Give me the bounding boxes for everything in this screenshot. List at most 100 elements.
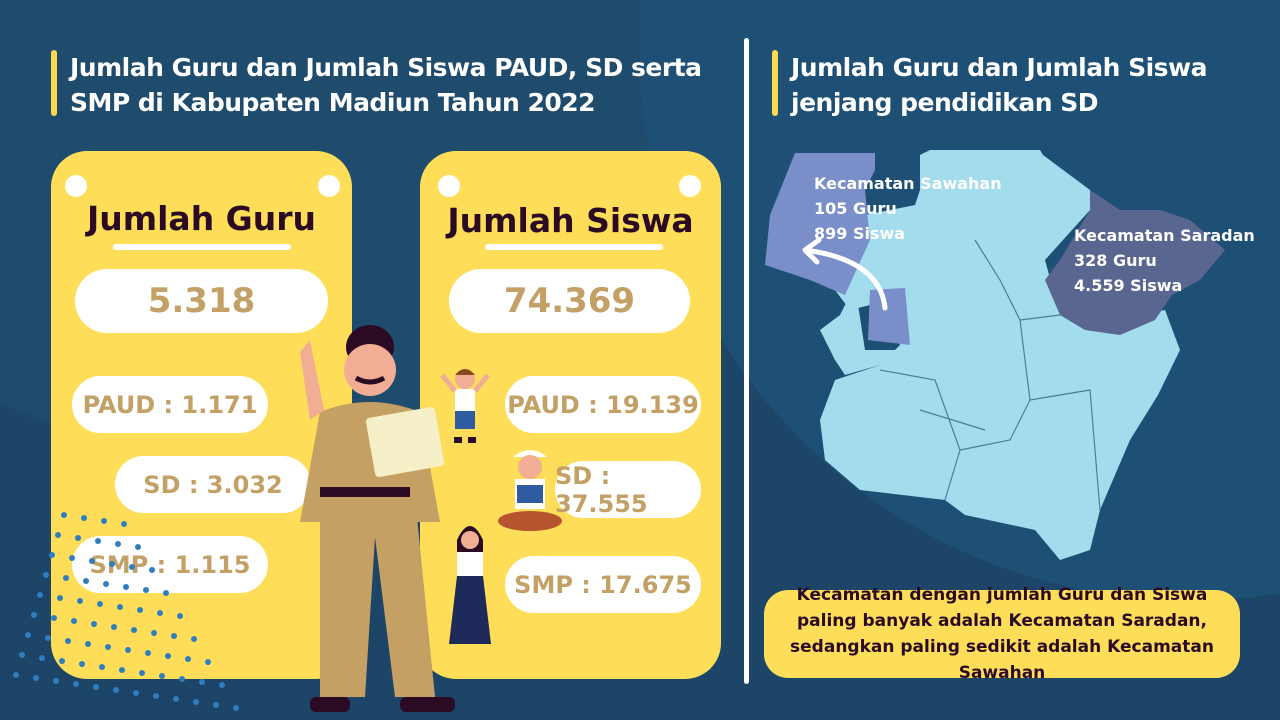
dot xyxy=(63,575,69,581)
dot xyxy=(193,699,199,705)
map-region-west xyxy=(820,285,910,375)
dot xyxy=(233,705,239,711)
dot xyxy=(165,653,171,659)
dot xyxy=(95,538,101,544)
dot xyxy=(65,638,71,644)
saradan-label: Kecamatan Saradan 328 Guru 4.559 Siswa xyxy=(1074,223,1255,298)
dot xyxy=(85,641,91,647)
dot xyxy=(119,667,125,673)
dot xyxy=(151,630,157,636)
dot xyxy=(97,601,103,607)
dot xyxy=(131,627,137,633)
teacher-illustration xyxy=(300,325,455,712)
dot xyxy=(185,656,191,662)
dot xyxy=(75,535,81,541)
dot xyxy=(39,655,45,661)
dot xyxy=(93,684,99,690)
card-hole xyxy=(438,175,460,197)
card-hole xyxy=(65,175,87,197)
dot xyxy=(159,673,165,679)
title-accent xyxy=(772,50,778,116)
dot xyxy=(137,607,143,613)
card-hole xyxy=(679,175,701,197)
guru-card: Jumlah Guru 5.318 PAUD : 1.171 SD : 3.03… xyxy=(51,151,352,679)
dot xyxy=(163,590,169,596)
dot xyxy=(37,592,43,598)
title-accent xyxy=(51,50,57,116)
dot xyxy=(135,544,141,550)
dot xyxy=(123,584,129,590)
right-title: Jumlah Guru dan Jumlah Siswa jenjang pen… xyxy=(791,53,1208,117)
dot xyxy=(143,587,149,593)
dot xyxy=(133,690,139,696)
dot xyxy=(31,612,37,618)
dot xyxy=(149,567,155,573)
dot xyxy=(25,632,31,638)
dot xyxy=(33,675,39,681)
dot-pattern xyxy=(13,512,239,711)
dot xyxy=(115,541,121,547)
dot xyxy=(113,687,119,693)
dot xyxy=(19,652,25,658)
saradan-name: Kecamatan Saradan xyxy=(1074,226,1255,245)
map-region-border xyxy=(879,239,1101,511)
dot xyxy=(179,676,185,682)
sawahan-siswa: 899 Siswa xyxy=(814,224,906,243)
dot xyxy=(51,615,57,621)
saradan-siswa: 4.559 Siswa xyxy=(1074,276,1183,295)
dot xyxy=(45,635,51,641)
dot xyxy=(139,670,145,676)
dot xyxy=(81,515,87,521)
sawahan-guru: 105 Guru xyxy=(814,199,897,218)
dot xyxy=(103,581,109,587)
dot xyxy=(125,647,131,653)
dot xyxy=(13,672,19,678)
dot xyxy=(213,702,219,708)
dot xyxy=(205,659,211,665)
dot xyxy=(91,621,97,627)
sawahan-label: Kecamatan Sawahan 105 Guru 899 Siswa xyxy=(814,171,1002,246)
dot xyxy=(101,518,107,524)
dot xyxy=(49,552,55,558)
dot xyxy=(117,604,123,610)
guru-heading: Jumlah Guru xyxy=(86,199,317,238)
guru-sd: SD : 3.032 xyxy=(115,456,311,513)
dot xyxy=(177,613,183,619)
left-title: Jumlah Guru dan Jumlah Siswa PAUD, SD se… xyxy=(70,53,702,117)
sawahan-name: Kecamatan Sawahan xyxy=(814,174,1002,193)
dot xyxy=(69,555,75,561)
dot xyxy=(145,650,151,656)
summary-note: Kecamatan dengan jumlah Guru dan Siswa p… xyxy=(764,585,1240,683)
section-divider xyxy=(744,38,749,684)
dot xyxy=(59,658,65,664)
dot xyxy=(77,598,83,604)
guru-paud: PAUD : 1.171 xyxy=(72,376,268,433)
dot xyxy=(171,633,177,639)
dot xyxy=(61,512,67,518)
saradan-guru: 328 Guru xyxy=(1074,251,1157,270)
madiun-map xyxy=(765,150,1225,560)
siswa-total: 74.369 xyxy=(449,269,690,333)
dot xyxy=(191,636,197,642)
dot xyxy=(109,561,115,567)
dot xyxy=(129,564,135,570)
dot xyxy=(153,693,159,699)
dot xyxy=(89,558,95,564)
siswa-sd: SD : 37.555 xyxy=(555,461,701,518)
dot xyxy=(73,681,79,687)
dot xyxy=(79,661,85,667)
student-boy-icon xyxy=(440,369,490,443)
dot xyxy=(83,578,89,584)
siswa-paud: PAUD : 19.139 xyxy=(505,376,701,433)
student-girl-icon xyxy=(449,526,491,644)
dot xyxy=(111,624,117,630)
map-region-saradan xyxy=(1045,190,1225,335)
student-reading-icon xyxy=(498,450,562,531)
dot xyxy=(99,664,105,670)
heading-underline xyxy=(113,244,291,250)
dot xyxy=(105,644,111,650)
dot xyxy=(55,532,61,538)
dot xyxy=(173,696,179,702)
dot xyxy=(199,679,205,685)
dot xyxy=(57,595,63,601)
